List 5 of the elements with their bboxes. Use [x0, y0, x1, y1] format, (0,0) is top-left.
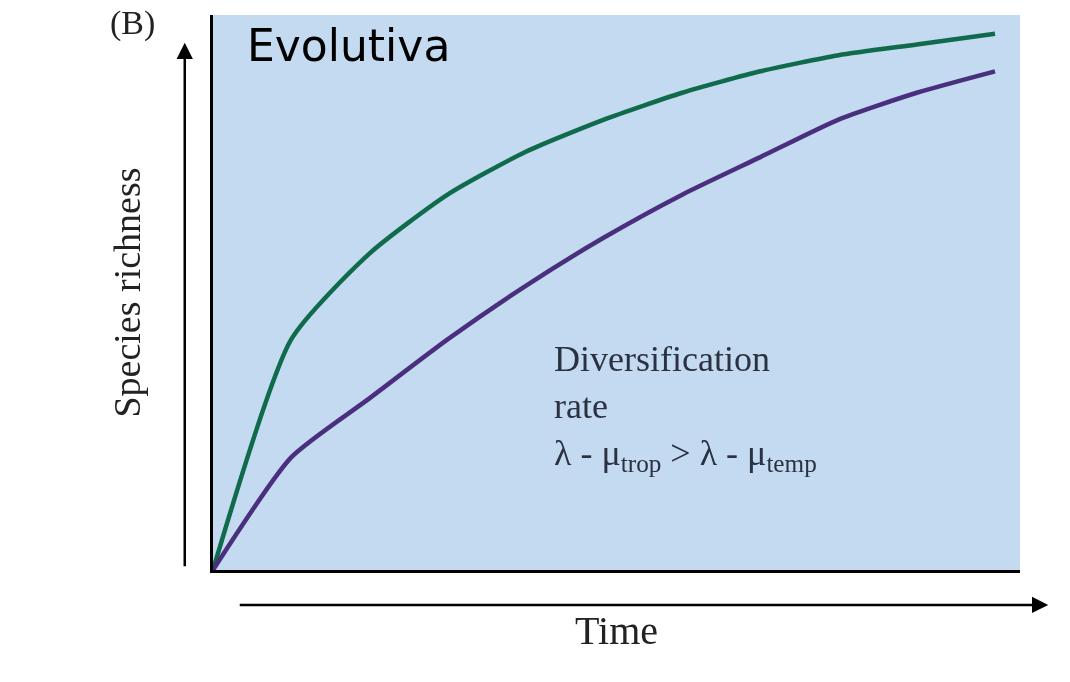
annotation: Diversification rate λ - μ$_{trop}$ > λ - μ$_{temp}$ — [554, 339, 817, 478]
y-axis-title: Species richness — [106, 167, 149, 418]
text: (B) — [110, 4, 156, 42]
x-axis-title: Time — [574, 608, 659, 654]
annotation: Evolutiva — [247, 20, 451, 71]
